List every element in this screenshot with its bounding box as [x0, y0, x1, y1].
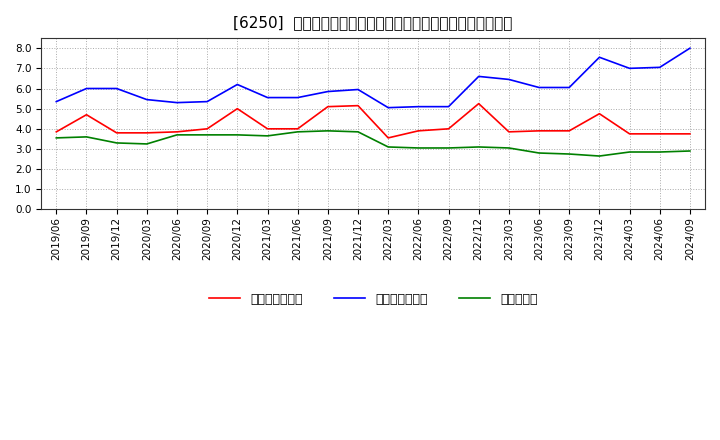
買入債務回転率	[685, 46, 694, 51]
在庫回転率	[414, 145, 423, 150]
買入債務回転率	[414, 104, 423, 109]
売上債権回転率	[595, 111, 603, 116]
在庫回転率	[112, 140, 121, 146]
売上債権回転率	[293, 126, 302, 132]
買入債務回転率	[264, 95, 272, 100]
売上債権回転率	[143, 130, 151, 136]
売上債権回転率	[323, 104, 332, 109]
売上債権回転率	[264, 126, 272, 132]
在庫回転率	[625, 149, 634, 154]
在庫回転率	[535, 150, 544, 156]
買入債務回転率	[203, 99, 212, 104]
買入債務回転率	[233, 82, 242, 87]
在庫回転率	[655, 149, 664, 154]
在庫回転率	[323, 128, 332, 133]
売上債権回転率	[384, 135, 392, 140]
買入債務回転率	[655, 65, 664, 70]
売上債権回転率	[354, 103, 362, 108]
在庫回転率	[474, 144, 483, 150]
売上債権回転率	[414, 128, 423, 133]
売上債権回転率	[505, 129, 513, 135]
買入債務回転率	[595, 55, 603, 60]
在庫回転率	[444, 145, 453, 150]
売上債権回転率	[565, 128, 574, 133]
Line: 買入債務回転率: 買入債務回転率	[56, 48, 690, 108]
買入債務回転率	[565, 85, 574, 90]
売上債権回転率	[173, 129, 181, 135]
売上債権回転率	[82, 112, 91, 117]
在庫回転率	[173, 132, 181, 138]
売上債権回転率	[655, 131, 664, 136]
売上債権回転率	[233, 106, 242, 111]
売上債権回転率	[685, 131, 694, 136]
買入債務回転率	[52, 99, 60, 104]
Line: 売上債権回転率: 売上債権回転率	[56, 104, 690, 138]
買入債務回転率	[505, 77, 513, 82]
在庫回転率	[293, 129, 302, 135]
売上債権回転率	[444, 126, 453, 132]
在庫回転率	[354, 129, 362, 135]
買入債務回転率	[323, 89, 332, 94]
在庫回転率	[384, 144, 392, 150]
在庫回転率	[505, 145, 513, 150]
売上債権回転率	[203, 126, 212, 132]
買入債務回転率	[173, 100, 181, 105]
買入債務回転率	[112, 86, 121, 91]
Title: [6250]  売上債権回転率、買入債務回転率、在庫回転率の推移: [6250] 売上債権回転率、買入債務回転率、在庫回転率の推移	[233, 15, 513, 30]
売上債権回転率	[474, 101, 483, 106]
買入債務回転率	[474, 74, 483, 79]
買入債務回転率	[444, 104, 453, 109]
買入債務回転率	[143, 97, 151, 102]
在庫回転率	[52, 135, 60, 140]
買入債務回転率	[625, 66, 634, 71]
Legend: 売上債権回転率, 買入債務回転率, 在庫回転率: 売上債権回転率, 買入債務回転率, 在庫回転率	[204, 288, 542, 311]
在庫回転率	[82, 134, 91, 139]
買入債務回転率	[384, 105, 392, 110]
在庫回転率	[595, 154, 603, 159]
在庫回転率	[685, 148, 694, 154]
在庫回転率	[143, 141, 151, 147]
売上債権回転率	[52, 129, 60, 135]
在庫回転率	[565, 151, 574, 157]
買入債務回転率	[354, 87, 362, 92]
在庫回転率	[203, 132, 212, 138]
買入債務回転率	[535, 85, 544, 90]
在庫回転率	[233, 132, 242, 138]
在庫回転率	[264, 133, 272, 139]
買入債務回転率	[293, 95, 302, 100]
買入債務回転率	[82, 86, 91, 91]
売上債権回転率	[535, 128, 544, 133]
売上債権回転率	[625, 131, 634, 136]
Line: 在庫回転率: 在庫回転率	[56, 131, 690, 156]
売上債権回転率	[112, 130, 121, 136]
